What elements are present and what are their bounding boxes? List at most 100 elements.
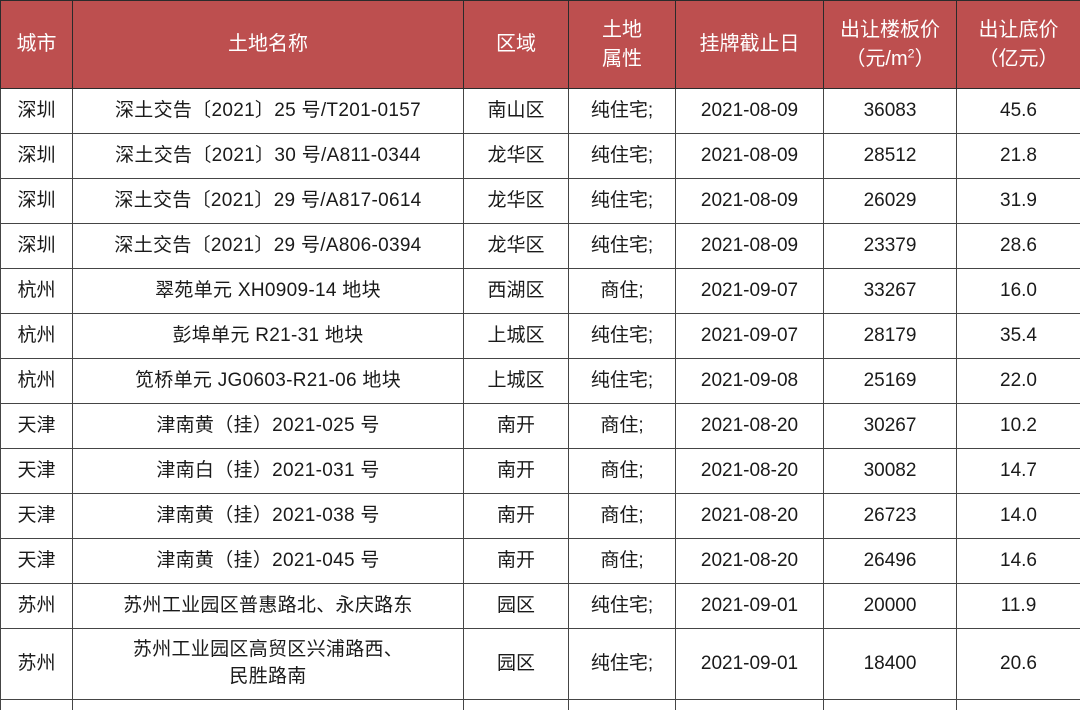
cell-base: 14.6 bbox=[957, 539, 1080, 584]
cell-base: 28.6 bbox=[957, 224, 1080, 269]
cell-name: 苏州工业园区普惠路北、永庆路东 bbox=[73, 584, 464, 629]
cell-floor: 30082 bbox=[824, 449, 957, 494]
cell-deadline: 2021-08-20 bbox=[676, 539, 824, 584]
column-header-base[interactable]: 出让底价（亿元） bbox=[957, 1, 1080, 89]
cell-base: 35.4 bbox=[957, 314, 1080, 359]
cell-name: 深土交告〔2021〕30 号/A811-0344 bbox=[73, 134, 464, 179]
column-header-line: 城市 bbox=[5, 30, 68, 59]
cell-deadline: 2021-09-08 bbox=[676, 359, 824, 404]
cell-base: 14.7 bbox=[957, 449, 1080, 494]
cell-deadline: 2021-09-01 bbox=[676, 629, 824, 700]
cell-floor: 26496 bbox=[824, 539, 957, 584]
column-header-region[interactable]: 区域 bbox=[464, 1, 569, 89]
column-header-line: 挂牌截止日 bbox=[680, 30, 819, 59]
cell-region: 上城区 bbox=[464, 359, 569, 404]
cell-name: 津南白（挂）2021-031 号 bbox=[73, 449, 464, 494]
cell-region: 上城区 bbox=[464, 314, 569, 359]
column-header-city[interactable]: 城市 bbox=[1, 1, 73, 89]
cell-floor: 28512 bbox=[824, 134, 957, 179]
cell-attr: 商住; bbox=[569, 539, 676, 584]
cell-city: 杭州 bbox=[1, 314, 73, 359]
cell-base: 10.2 bbox=[957, 404, 1080, 449]
cell-name: 津南黄（挂）2021-038 号 bbox=[73, 494, 464, 539]
cell-attr: 商住; bbox=[569, 449, 676, 494]
cell-floor: 18400 bbox=[824, 629, 957, 700]
table-row-partial bbox=[1, 700, 1080, 710]
cell-attr: 纯住宅; bbox=[569, 134, 676, 179]
cell-base: 16.0 bbox=[957, 269, 1080, 314]
table-header-row: 城市土地名称区域土地属性挂牌截止日出让楼板价（元/m2）出让底价（亿元） bbox=[1, 1, 1080, 89]
cell-region: 龙华区 bbox=[464, 179, 569, 224]
cell-floor: 26723 bbox=[824, 494, 957, 539]
cell-deadline: 2021-08-09 bbox=[676, 179, 824, 224]
cell-city: 深圳 bbox=[1, 224, 73, 269]
cell-deadline: 2021-09-07 bbox=[676, 314, 824, 359]
table-row[interactable]: 杭州笕桥单元 JG0603-R21-06 地块上城区纯住宅;2021-09-08… bbox=[1, 359, 1080, 404]
cell-name: 彭埠单元 R21-31 地块 bbox=[73, 314, 464, 359]
cell-attr: 商住; bbox=[569, 404, 676, 449]
cell-region: 龙华区 bbox=[464, 134, 569, 179]
cell-attr: 纯住宅; bbox=[569, 89, 676, 134]
column-header-deadline[interactable]: 挂牌截止日 bbox=[676, 1, 824, 89]
cell-region: 南开 bbox=[464, 404, 569, 449]
column-header-line: 属性 bbox=[573, 45, 671, 74]
cell-base: 14.0 bbox=[957, 494, 1080, 539]
cell-region: 南山区 bbox=[464, 89, 569, 134]
cell-deadline: 2021-08-20 bbox=[676, 494, 824, 539]
cell-base: 20.6 bbox=[957, 629, 1080, 700]
cell-attr bbox=[569, 700, 676, 710]
cell-base: 31.9 bbox=[957, 179, 1080, 224]
cell-floor: 25169 bbox=[824, 359, 957, 404]
cell-attr: 纯住宅; bbox=[569, 359, 676, 404]
cell-floor bbox=[824, 700, 957, 710]
cell-deadline: 2021-08-09 bbox=[676, 224, 824, 269]
column-header-line: 出让楼板价 bbox=[828, 16, 952, 45]
superscript-two: 2 bbox=[908, 46, 915, 60]
cell-attr: 商住; bbox=[569, 269, 676, 314]
cell-attr: 纯住宅; bbox=[569, 584, 676, 629]
cell-deadline: 2021-09-07 bbox=[676, 269, 824, 314]
cell-region: 南开 bbox=[464, 449, 569, 494]
column-header-attr[interactable]: 土地属性 bbox=[569, 1, 676, 89]
cell-city: 苏州 bbox=[1, 584, 73, 629]
cell-region: 龙华区 bbox=[464, 224, 569, 269]
column-header-name[interactable]: 土地名称 bbox=[73, 1, 464, 89]
column-header-line: 土地名称 bbox=[77, 30, 459, 59]
cell-region: 南开 bbox=[464, 494, 569, 539]
cell-attr: 纯住宅; bbox=[569, 179, 676, 224]
cell-attr: 纯住宅; bbox=[569, 224, 676, 269]
cell-city: 天津 bbox=[1, 404, 73, 449]
cell-region: 南开 bbox=[464, 539, 569, 584]
cell-region: 西湖区 bbox=[464, 269, 569, 314]
cell-name: 津南黄（挂）2021-025 号 bbox=[73, 404, 464, 449]
cell-deadline: 2021-09-01 bbox=[676, 584, 824, 629]
cell-name: 苏州工业园区高贸区兴浦路西、民胜路南 bbox=[73, 629, 464, 700]
column-header-floor[interactable]: 出让楼板价（元/m2） bbox=[824, 1, 957, 89]
cell-region: 园区 bbox=[464, 584, 569, 629]
column-header-line: 出让底价 bbox=[961, 16, 1076, 45]
cell-region bbox=[464, 700, 569, 710]
cell-name: 翠苑单元 XH0909-14 地块 bbox=[73, 269, 464, 314]
column-header-line: 区域 bbox=[468, 30, 564, 59]
cell-city bbox=[1, 700, 73, 710]
cell-city: 杭州 bbox=[1, 359, 73, 404]
cell-floor: 36083 bbox=[824, 89, 957, 134]
cell-name: 深土交告〔2021〕25 号/T201-0157 bbox=[73, 89, 464, 134]
cell-floor: 28179 bbox=[824, 314, 957, 359]
cell-base: 45.6 bbox=[957, 89, 1080, 134]
cell-base: 22.0 bbox=[957, 359, 1080, 404]
